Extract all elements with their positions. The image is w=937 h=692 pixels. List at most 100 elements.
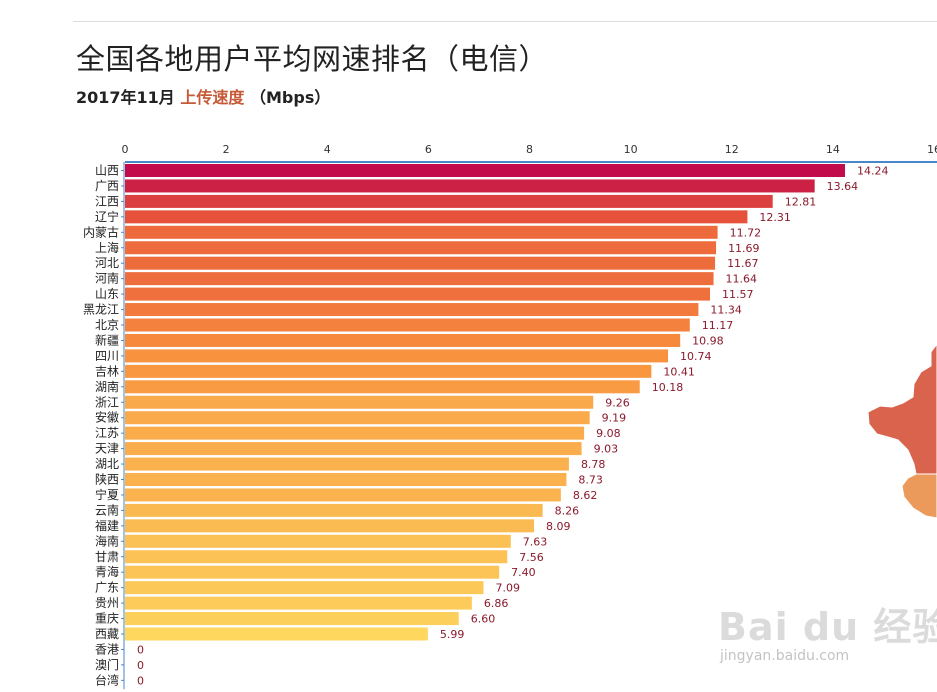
category-label: 江西 (95, 194, 119, 208)
map-region (867, 343, 937, 475)
value-label: 0 (137, 659, 144, 672)
category-label: 海南 (95, 533, 119, 548)
bar (125, 256, 716, 270)
value-label: 7.63 (523, 535, 548, 548)
category-label: 湖北 (95, 456, 119, 471)
watermark-logo: Bai du 经验 jingyan.baidu.com (718, 596, 937, 676)
watermark-main: Bai du 经验 (718, 605, 937, 649)
category-label: 澳门 (95, 657, 119, 672)
category-label: 西藏 (95, 627, 119, 641)
category-label: 黑龙江 (83, 303, 119, 317)
bar (125, 627, 428, 641)
category-label: 陕西 (95, 472, 119, 487)
value-label: 8.73 (578, 474, 603, 487)
bar (125, 349, 669, 363)
category-label: 浙江 (95, 395, 119, 409)
chart-subtitle: 2017年11月 上传速度 （Mbps） (76, 84, 330, 108)
value-label: 7.40 (511, 566, 535, 579)
bar (125, 194, 773, 208)
category-label: 吉林 (95, 364, 119, 378)
bar (125, 164, 846, 177)
bar (125, 241, 717, 255)
bar (125, 612, 459, 626)
bar (125, 519, 535, 533)
bar (125, 318, 690, 332)
x-axis: 0 2 4 6 8 10 12 14 16 (122, 143, 937, 690)
category-label: 新疆 (95, 332, 119, 347)
bar (125, 225, 718, 239)
x-tick-label: 10 (624, 143, 638, 156)
value-label: 0 (137, 674, 144, 687)
value-label: 11.17 (702, 319, 734, 332)
value-label: 6.60 (471, 613, 496, 626)
bar-series: 山西 14.24 广西 13.64 江西 12.81 辽宁 12.31 内蒙古 11.72 上海 11… (83, 164, 889, 688)
value-label: 10.74 (680, 350, 712, 363)
x-tick-label: 2 (223, 143, 230, 156)
bar (125, 488, 561, 502)
value-label: 9.26 (605, 396, 630, 409)
category-label: 天津 (95, 442, 119, 456)
category-label: 香港 (95, 642, 119, 656)
category-label: 福建 (95, 518, 119, 533)
x-tick-label: 6 (425, 143, 432, 156)
x-tick-label: 0 (122, 143, 129, 156)
top-divider (73, 21, 937, 22)
bar (125, 426, 585, 440)
x-tick-label: 4 (324, 143, 331, 156)
value-label: 7.09 (495, 582, 520, 595)
bar (125, 287, 711, 301)
value-label: 8.78 (581, 458, 606, 471)
bar (125, 503, 543, 517)
map-fragment (867, 343, 937, 519)
value-label: 14.24 (857, 165, 889, 178)
value-label: 10.98 (692, 334, 724, 347)
bar (125, 581, 484, 595)
x-tick-label: 16 (927, 143, 937, 156)
category-label: 台湾 (95, 672, 119, 687)
value-label: 9.19 (602, 412, 627, 425)
category-label: 湖南 (95, 379, 119, 394)
bar (125, 565, 500, 579)
value-label: 8.26 (555, 504, 580, 517)
category-label: 重庆 (95, 612, 119, 626)
x-tick-label: 14 (826, 143, 840, 156)
value-label: 5.99 (440, 628, 465, 641)
bar (125, 457, 569, 471)
value-label: 13.64 (827, 180, 859, 193)
bar (125, 442, 582, 456)
x-tick-label: 12 (725, 143, 739, 156)
bar (125, 473, 567, 486)
category-label: 广东 (95, 581, 119, 595)
bar (125, 534, 511, 548)
category-label: 山西 (95, 164, 119, 178)
value-label: 11.67 (727, 257, 759, 270)
category-label: 甘肃 (95, 550, 119, 564)
bar (125, 333, 681, 347)
bar (125, 179, 815, 193)
value-label: 12.81 (785, 195, 817, 208)
category-label: 贵州 (95, 596, 119, 610)
value-label: 7.56 (519, 551, 544, 564)
page-title: 全国各地用户平均网速排名（电信） (76, 42, 549, 76)
category-label: 安徽 (95, 410, 119, 425)
subtitle-unit: （Mbps） (249, 88, 331, 107)
category-label: 河南 (95, 271, 119, 286)
value-label: 11.57 (722, 288, 754, 301)
value-label: 12.31 (759, 211, 791, 224)
bar (125, 380, 640, 394)
bar (125, 303, 699, 317)
value-label: 11.64 (726, 273, 758, 286)
x-tick-label: 8 (526, 143, 533, 156)
value-label: 6.86 (484, 597, 509, 610)
category-label: 上海 (95, 240, 119, 255)
bar (125, 411, 590, 425)
category-label: 内蒙古 (83, 224, 119, 239)
value-label: 8.62 (573, 489, 598, 502)
subtitle-metric: 上传速度 (180, 88, 245, 107)
category-label: 江苏 (95, 426, 119, 440)
category-label: 河北 (95, 256, 119, 270)
bar (125, 272, 714, 286)
bar (125, 550, 508, 564)
bar (125, 395, 594, 409)
